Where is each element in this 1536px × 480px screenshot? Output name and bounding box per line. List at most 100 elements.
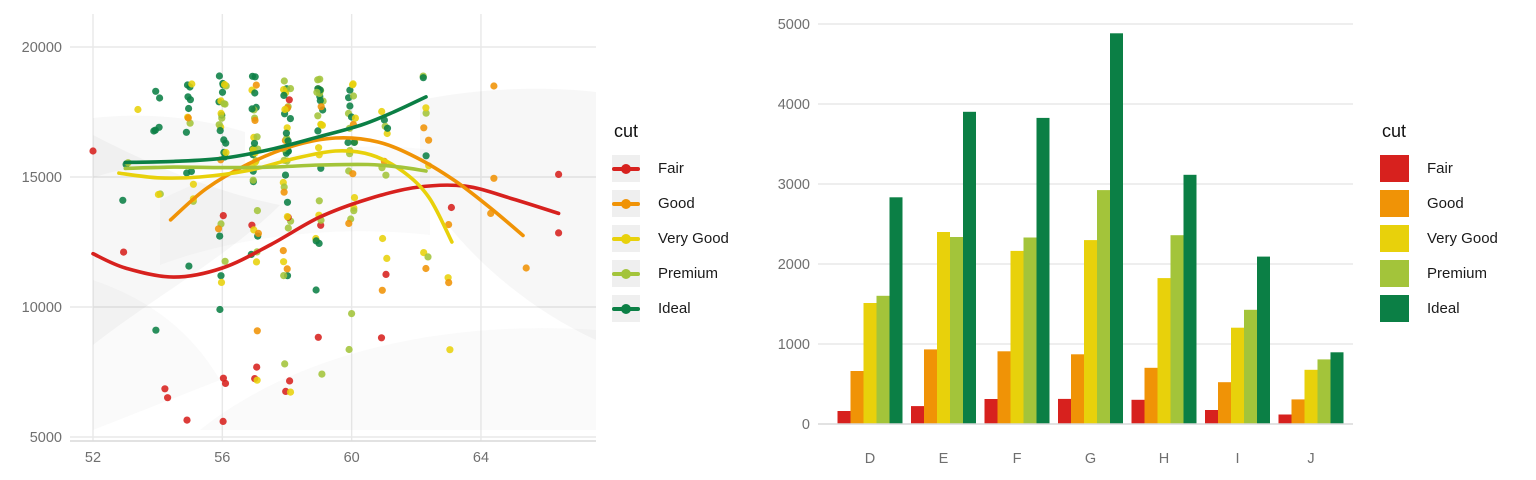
data-point: [447, 203, 455, 212]
data-point: [280, 91, 288, 99]
y-tick-label: 15000: [22, 170, 62, 186]
x-tick-label: E: [939, 451, 949, 467]
data-point: [315, 144, 323, 152]
data-point: [252, 258, 261, 266]
data-point: [216, 232, 224, 240]
data-point: [422, 104, 430, 112]
data-point: [349, 92, 358, 100]
data-point: [249, 176, 257, 184]
data-point: [283, 213, 291, 221]
x-tick-label: D: [865, 451, 875, 467]
data-point: [312, 286, 320, 294]
data-point: [279, 247, 287, 255]
bar-E-fair: [911, 406, 924, 424]
bar-D-fair: [837, 411, 851, 424]
bar-D-very-good: [863, 303, 877, 424]
data-point: [382, 270, 390, 278]
legend-label: Ideal: [658, 300, 691, 317]
data-point: [152, 87, 160, 95]
y-tick-label: 10000: [22, 300, 62, 316]
bar-G-fair: [1058, 398, 1071, 424]
data-point: [348, 310, 356, 318]
data-point: [555, 229, 563, 237]
bar-D-ideal: [889, 197, 903, 424]
data-point: [185, 104, 193, 113]
x-tick-label: I: [1235, 451, 1239, 467]
data-point: [346, 102, 354, 110]
data-point: [185, 262, 193, 270]
y-tick-label: 0: [802, 417, 810, 433]
legend-item-ideal: Ideal: [1380, 295, 1498, 322]
bar-G-very-good: [1084, 240, 1097, 424]
data-point: [155, 123, 163, 131]
scatter-plot: 5000 10000 15000 20000 52 56 60 64: [22, 14, 596, 466]
legend-key-point-icon: [612, 295, 640, 322]
data-point: [345, 219, 353, 227]
data-point: [445, 279, 453, 287]
data-point: [215, 121, 223, 129]
data-point: [253, 133, 261, 141]
data-point: [424, 253, 432, 261]
legend-item-premium: Premium: [1380, 260, 1498, 287]
bar-H-fair: [1131, 399, 1145, 424]
bar-J-fair: [1278, 414, 1292, 424]
data-point: [218, 88, 227, 96]
data-point: [217, 272, 225, 280]
bar-G-ideal: [1110, 33, 1123, 425]
data-point: [253, 376, 261, 384]
data-point: [350, 138, 358, 146]
bar-I-ideal: [1257, 256, 1270, 424]
legend-key-point-icon: [612, 225, 640, 252]
legend-label: Premium: [1427, 265, 1488, 282]
legend-key-point-icon: [612, 155, 640, 182]
scatter-legend-rows: Fair Good Very Good Premium Ideal: [612, 155, 729, 322]
bar-H-very-good: [1157, 278, 1171, 424]
data-point: [286, 85, 295, 93]
data-point: [318, 121, 326, 129]
data-point: [281, 105, 289, 114]
data-point: [422, 109, 430, 117]
bar-legend: cut Fair Good Very Good Premium Ideal: [1380, 121, 1498, 330]
data-point: [281, 171, 290, 179]
legend-key-point-icon: [612, 190, 640, 217]
data-point: [248, 105, 256, 113]
data-point: [283, 124, 291, 132]
legend-key-point-icon: [612, 260, 640, 287]
data-point: [280, 188, 288, 196]
legend-item-good: Good: [1380, 190, 1498, 217]
bar-F-very-good: [1010, 250, 1024, 424]
data-point: [346, 86, 354, 94]
y-tick-label: 1000: [778, 337, 810, 353]
data-point: [251, 73, 259, 81]
x-tick-label: H: [1159, 451, 1169, 467]
data-point: [378, 107, 386, 116]
bar-G-premium: [1097, 190, 1110, 424]
data-point: [218, 114, 226, 122]
y-tick-label: 5000: [30, 430, 62, 446]
data-point: [216, 127, 224, 135]
scatter-axis-labels: 5000 10000 15000 20000 52 56 60 64: [22, 40, 489, 466]
data-point: [344, 138, 352, 147]
bar-D-premium: [876, 295, 890, 424]
data-point: [286, 377, 294, 385]
legend-item-premium: Premium: [612, 260, 729, 287]
data-point: [183, 416, 191, 424]
data-point: [378, 286, 386, 294]
data-point: [522, 264, 530, 272]
data-point: [253, 327, 261, 335]
legend-label: Very Good: [658, 230, 729, 247]
data-point: [188, 80, 196, 88]
data-point: [221, 379, 230, 387]
bar-F-ideal: [1036, 117, 1050, 425]
data-point: [214, 225, 223, 233]
bar-H-good: [1144, 367, 1158, 424]
data-point: [282, 129, 290, 137]
legend-key-swatch-icon: [1380, 155, 1409, 182]
data-point: [152, 326, 160, 334]
data-point: [350, 207, 358, 215]
data-point: [251, 116, 259, 124]
scatter-legend: cut Fair Good Very Good Premium Ideal: [612, 121, 729, 330]
data-point: [253, 207, 261, 215]
data-point: [345, 345, 353, 354]
bar-legend-title: cut: [1382, 121, 1407, 141]
